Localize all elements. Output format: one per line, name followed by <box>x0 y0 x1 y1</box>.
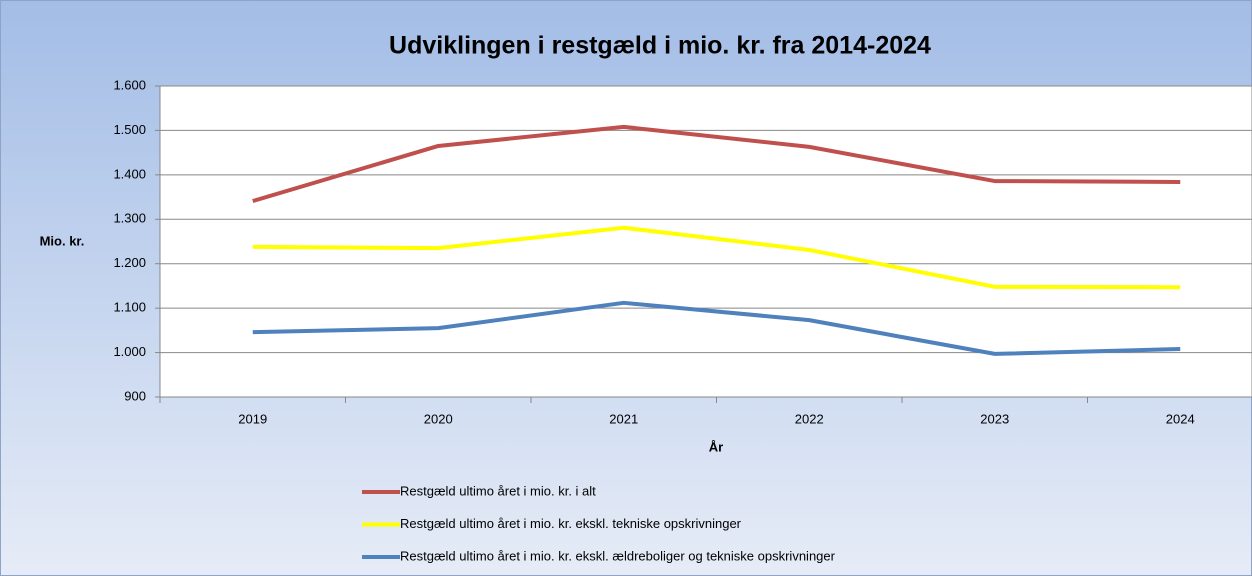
series-line <box>252 225 1181 290</box>
series-line <box>252 124 1181 203</box>
y-tick-label: 1.300 <box>113 211 146 226</box>
x-tick-label: 2020 <box>424 411 453 426</box>
y-tick-label: 1.400 <box>113 166 146 181</box>
y-axis-label: Mio. kr. <box>40 233 85 248</box>
series-line <box>252 300 1181 356</box>
y-tick-label: 900 <box>124 388 146 403</box>
legend-label: Restgæld ultimo året i mio. kr. ekskl. æ… <box>400 548 836 563</box>
legend-label: Restgæld ultimo året i mio. kr. ekskl. t… <box>400 516 742 531</box>
x-tick-label: 2021 <box>609 411 638 426</box>
x-axis-label: År <box>709 439 723 454</box>
chart-title: Udviklingen i restgæld i mio. kr. fra 20… <box>389 32 931 60</box>
y-tick-label: 1.600 <box>113 77 146 92</box>
y-tick-label: 1.200 <box>113 255 146 270</box>
y-tick-label: 1.500 <box>113 122 146 137</box>
y-tick-label: 1.100 <box>113 300 146 315</box>
x-tick-label: 2019 <box>238 411 267 426</box>
x-tick-label: 2024 <box>1166 411 1195 426</box>
x-tick-label: 2022 <box>795 411 824 426</box>
y-tick-label: 1.000 <box>113 344 146 359</box>
legend-label: Restgæld ultimo året i mio. kr. i alt <box>400 483 596 498</box>
plot-area <box>159 85 1252 398</box>
x-tick-label: 2023 <box>980 411 1009 426</box>
